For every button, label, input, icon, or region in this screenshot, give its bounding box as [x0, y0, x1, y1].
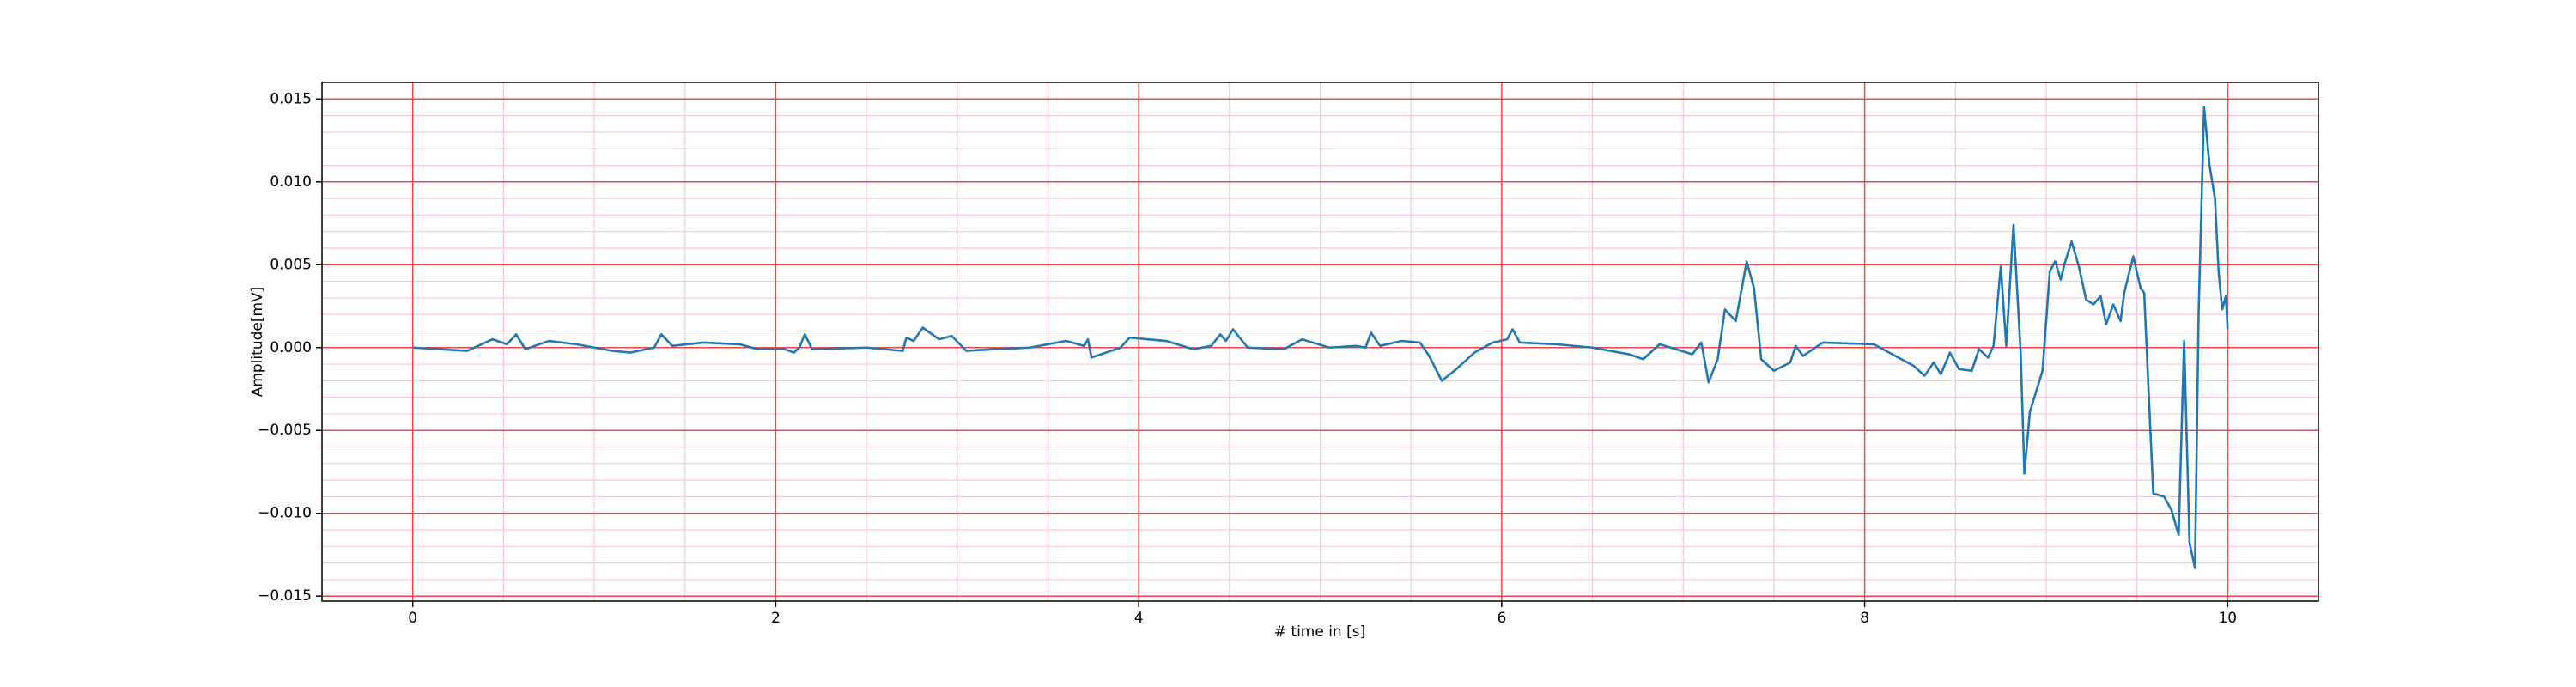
x-axis-label: # time in [s]	[1274, 623, 1365, 641]
y-tick-label: 0.000	[270, 339, 312, 356]
y-tick-label: 0.010	[270, 173, 312, 191]
y-tick-label: −0.005	[258, 422, 312, 439]
x-tick-label: 10	[2218, 610, 2237, 627]
y-axis-label: Amplitude[mV]	[249, 287, 266, 398]
y-tick-label: −0.015	[258, 587, 312, 605]
x-tick-label: 6	[1497, 610, 1506, 627]
x-tick-label: 4	[1134, 610, 1144, 627]
x-tick-label: 2	[771, 610, 781, 627]
y-tick-label: −0.010	[258, 505, 312, 522]
x-tick-label: 0	[408, 610, 417, 627]
y-tick-label: 0.015	[270, 90, 312, 107]
x-tick-label: 8	[1860, 610, 1869, 627]
y-tick-label: 0.005	[270, 256, 312, 273]
signal-line	[412, 106, 2229, 569]
plot-frame	[321, 82, 2319, 602]
